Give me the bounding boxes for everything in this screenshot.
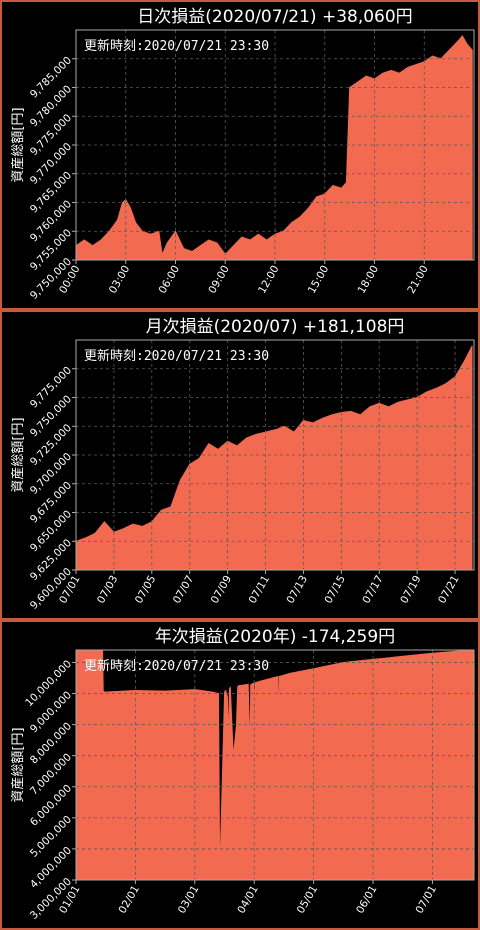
yearly-update-time: 更新時刻:2020/07/21 23:30 [84,658,269,674]
monthly-x-tick-label: 07/09 [209,574,235,606]
daily-x-tick-label: 15:00 [306,264,332,296]
monthly-x-tick-label: 07/07 [171,574,197,606]
yearly-x-tick-label: 06/01 [354,884,380,916]
monthly-chart-title: 月次損益(2020/07) +181,108円 [146,317,405,337]
yearly-x-tick-label: 07/01 [413,884,439,916]
daily-chart-title: 日次損益(2020/07/21) +38,060円 [137,7,412,27]
daily-x-tick-label: 03:00 [107,264,133,296]
daily-y-axis-label: 資産総額[円] [10,107,26,182]
monthly-x-tick-label: 07/05 [133,574,159,606]
daily-x-tick-label: 09:00 [206,264,232,296]
monthly-x-tick-label: 07/13 [285,574,311,606]
monthly-area-series-0 [75,345,473,571]
yearly-x-tick-label: 03/01 [176,884,202,916]
daily-update-time: 更新時刻:2020/07/21 23:30 [84,38,269,54]
daily-chart-svg: 日次損益(2020/07/21) +38,060円更新時刻:2020/07/21… [10,7,475,302]
daily-x-tick-label: 21:00 [405,264,431,296]
daily-x-tick-label: 18:00 [356,264,382,296]
monthly-x-tick-label: 07/03 [95,574,121,606]
yearly-axes-frame [75,649,475,881]
monthly-x-tick-label: 07/17 [360,574,386,606]
monthly-chart-panel: 月次損益(2020/07) +181,108円更新時刻:2020/07/21 2… [0,310,480,620]
monthly-x-tick-label: 07/21 [436,574,462,606]
yearly-area-series-0 [75,649,475,881]
daily-x-tick-label: 06:00 [157,264,183,296]
monthly-x-tick-label: 07/19 [398,574,424,606]
yearly-x-tick-label: 04/01 [235,884,261,916]
yearly-chart-title: 年次損益(2020年) -174,259円 [155,627,395,647]
yearly-y-axis-label: 資産総額[円] [10,727,26,802]
monthly-x-tick-label: 07/11 [247,574,273,606]
daily-x-tick-label: 12:00 [256,264,282,296]
yearly-x-tick-label: 05/01 [295,884,321,916]
yearly-x-tick-label: 02/01 [116,884,142,916]
monthly-update-time: 更新時刻:2020/07/21 23:30 [84,348,269,364]
yearly-chart-panel: 年次損益(2020年) -174,259円更新時刻:2020/07/21 23:… [0,620,480,930]
monthly-y-axis-label: 資産総額[円] [10,417,26,492]
daily-chart-panel: 日次損益(2020/07/21) +38,060円更新時刻:2020/07/21… [0,0,480,310]
monthly-x-tick-label: 07/15 [322,574,348,606]
